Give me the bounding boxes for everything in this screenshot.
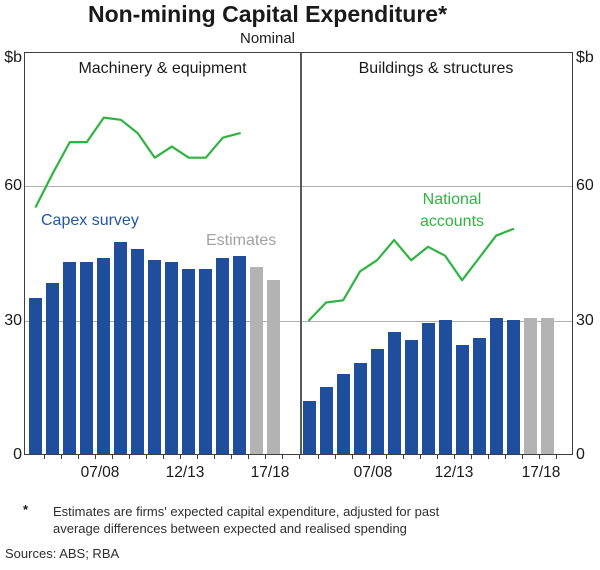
bars-buildings-structures	[25, 53, 572, 454]
y-tick-label-right-30: 30	[576, 312, 594, 329]
x-axis-tick	[231, 454, 233, 459]
estimates-bar	[523, 318, 537, 454]
x-axis-tick	[248, 454, 250, 459]
x-tick-label: 17/18	[250, 464, 290, 481]
x-axis-tick	[95, 454, 97, 459]
x-axis-tick	[453, 454, 455, 459]
panel-divider	[300, 53, 302, 454]
bars-machinery-equipment	[25, 53, 572, 454]
capex-survey-bar	[506, 320, 520, 454]
estimates-bar	[250, 266, 264, 454]
sources-line: Sources: ABS; RBA	[5, 546, 120, 561]
x-axis-tick	[299, 454, 301, 459]
y-axis-unit-right: $b	[576, 49, 594, 66]
capex-survey-bar	[472, 338, 486, 454]
capex-survey-bar	[29, 298, 43, 454]
legend-national-accounts: National accounts	[419, 191, 485, 230]
x-tick-label: 17/18	[521, 464, 561, 481]
x-axis-tick	[180, 454, 182, 459]
capex-survey-bar	[233, 255, 247, 454]
x-axis-tick	[487, 454, 489, 459]
national-accounts-line-buildings	[308, 227, 515, 322]
x-axis-tick	[317, 454, 319, 459]
x-axis-tick	[129, 454, 131, 459]
y-tick-label-right-0: 0	[576, 446, 585, 463]
x-axis-tick	[197, 454, 199, 459]
y-tick-label-right-60: 60	[576, 177, 594, 194]
x-axis-tick	[555, 454, 557, 459]
legend-capex-survey: Capex survey	[41, 212, 139, 229]
x-axis-tick	[61, 454, 63, 459]
x-axis-tick	[368, 454, 370, 459]
panel-title-buildings-structures: Buildings & structures	[358, 60, 514, 77]
estimates-bar	[540, 318, 554, 454]
capex-survey-bar	[489, 318, 503, 454]
gridline-60	[25, 186, 572, 187]
capex-survey-bar	[319, 387, 333, 454]
x-axis-tick	[419, 454, 421, 459]
y-axis-unit-left: $b	[4, 49, 22, 66]
y-tick-label-left-30: 30	[4, 312, 22, 329]
capex-survey-bar	[80, 262, 94, 454]
x-axis-tick	[402, 454, 404, 459]
national-accounts-lines	[34, 116, 515, 322]
x-axis-tick	[334, 454, 336, 459]
capex-survey-bar	[216, 258, 230, 454]
plot-frame: Machinery & equipment Buildings & struct…	[24, 52, 573, 459]
chart-subtitle: Nominal	[239, 30, 296, 47]
x-axis-tick	[214, 454, 216, 459]
footnote-text: Estimates are firms' expected capital ex…	[53, 504, 440, 536]
capex-survey-bar	[114, 242, 128, 454]
capex-survey-bar	[455, 344, 469, 454]
capex-survey-bar	[353, 362, 367, 454]
capex-survey-bar	[97, 258, 111, 454]
capex-survey-bar	[421, 322, 435, 454]
capex-survey-bar	[131, 249, 145, 454]
x-axis-tick	[436, 454, 438, 459]
x-axis-tick	[282, 454, 284, 459]
x-axis-tick	[538, 454, 540, 459]
capex-survey-bar	[336, 373, 350, 454]
capex-survey-bar	[199, 269, 213, 454]
x-axis-tick	[112, 454, 114, 459]
capex-survey-bar	[387, 331, 401, 454]
x-tick-label: 12/13	[434, 464, 474, 481]
y-tick-label-left-60: 60	[4, 177, 22, 194]
x-axis-tick	[385, 454, 387, 459]
gridline-30	[25, 321, 572, 322]
x-axis-tick	[78, 454, 80, 459]
x-axis-tick	[265, 454, 267, 459]
x-axis-tick	[163, 454, 165, 459]
x-tick-label: 12/13	[165, 464, 205, 481]
chart-title: Non-mining Capital Expenditure*	[87, 1, 448, 27]
x-tick-label: 07/08	[353, 464, 393, 481]
capex-survey-bar	[370, 349, 384, 454]
x-axis-tick	[470, 454, 472, 459]
x-axis-tick	[44, 454, 46, 459]
capex-survey-bar	[404, 340, 418, 454]
capex-survey-bar	[182, 269, 196, 454]
national-accounts-line-machinery	[34, 116, 241, 208]
x-axis-tick	[146, 454, 148, 459]
capex-survey-bar	[63, 262, 77, 454]
capex-survey-bar	[165, 262, 179, 454]
capex-survey-bar	[438, 320, 452, 454]
x-axis-tick	[504, 454, 506, 459]
y-tick-label-left-0: 0	[13, 446, 22, 463]
estimates-bar	[267, 280, 281, 454]
footnote-marker: *	[23, 502, 29, 517]
x-axis-tick	[521, 454, 523, 459]
legend-estimates: Estimates	[206, 232, 277, 249]
x-tick-label: 07/08	[80, 464, 120, 481]
capex-survey-bar	[46, 282, 60, 454]
capex-survey-bar	[148, 260, 162, 454]
x-axis-tick	[351, 454, 353, 459]
panel-title-machinery-equipment: Machinery & equipment	[78, 60, 247, 77]
capex-survey-bar	[302, 400, 316, 454]
